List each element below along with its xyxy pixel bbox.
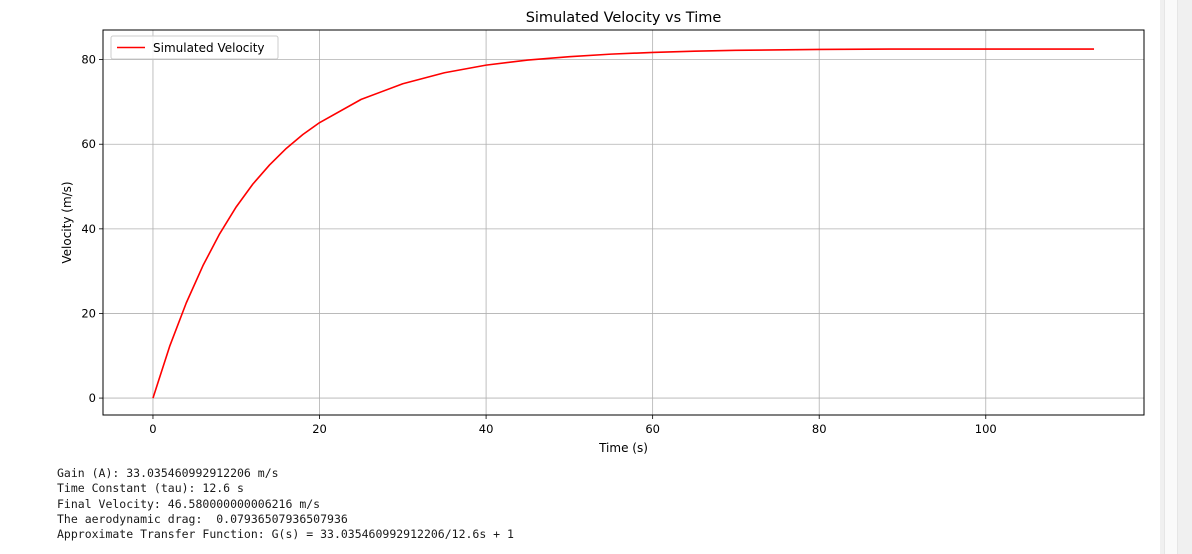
x-tick-label: 80: [812, 422, 827, 436]
output-line-gain: Gain (A): 33.035460992912206 m/s: [57, 466, 279, 480]
x-tick-label: 100: [975, 422, 997, 436]
legend-label: Simulated Velocity: [153, 41, 265, 55]
legend-box: [110, 35, 279, 60]
notebook-output-area: 0 20 40 60 80 100 0 20 40 60 80 Simulated Velocity…: [57, 10, 1145, 542]
x-tick-label: 40: [479, 422, 494, 436]
y-tick-label: 0: [89, 391, 96, 405]
y-tick-label: 40: [81, 222, 96, 236]
series-layer: [152, 48, 1095, 399]
y-tick-label: 60: [81, 137, 96, 151]
x-tick-label: 60: [645, 422, 660, 436]
output-line-final-velocity: Final Velocity: 46.580000000006216 m/s: [57, 496, 321, 511]
grid-layer: [103, 30, 1144, 415]
scrollbar-thumb[interactable]: [1164, 0, 1178, 554]
y-tick-label: 80: [81, 53, 96, 67]
text-output: Gain (A): 33.035460992912206 m/s Time Con…: [57, 466, 514, 542]
output-line-aerodynamic-drag: The aerodynamic drag: 0.0793650793650793…: [57, 511, 348, 526]
tick-layer: 0 20 40 60 80 100 0 20 40 60 80: [81, 53, 996, 436]
x-tick-label: 0: [149, 422, 156, 436]
output-line-transfer-function: Approximate Transfer Function: G(s) = 33…: [57, 527, 514, 542]
y-tick-label: 20: [81, 306, 96, 320]
x-tick-label: 20: [312, 422, 327, 436]
series-line-simulated-velocity: [152, 48, 1095, 399]
y-axis-label: Velocity (m/s): [60, 181, 74, 263]
x-axis-label: Time (s): [598, 441, 648, 455]
velocity-chart: 0 20 40 60 80 100 0 20 40 60 80 Simulated Velocity…: [60, 10, 1145, 455]
output-line-time-constant: Time Constant (tau): 12.6 s: [57, 481, 244, 496]
plot-area-frame: [102, 29, 1145, 416]
chart-legend: Simulated Velocity: [110, 35, 279, 60]
scrollbar-track[interactable]: [1160, 0, 1192, 554]
chart-title: Simulated Velocity vs Time: [526, 10, 722, 26]
